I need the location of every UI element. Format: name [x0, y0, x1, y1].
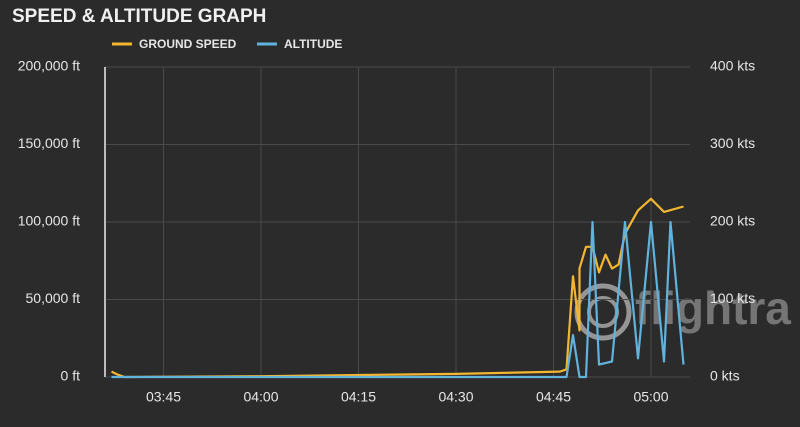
x-tick-label: 05:00 [633, 389, 668, 405]
chart-title: SPEED & ALTITUDE GRAPH [12, 6, 266, 27]
x-tick-label: 04:30 [438, 389, 473, 405]
y2-tick-label: 200 kts [710, 213, 755, 229]
series-line [111, 220, 685, 379]
x-tick-label: 04:45 [536, 389, 571, 405]
y2-tick-label: 100 kts [710, 290, 755, 306]
y-tick-label: 200,000 ft [18, 58, 80, 74]
y2-tick-label: 400 kts [710, 58, 755, 74]
legend-label: ALTITUDE [284, 37, 342, 51]
y-tick-label: 0 ft [61, 368, 81, 384]
x-tick-label: 04:15 [341, 389, 376, 405]
series-line [111, 197, 684, 379]
x-tick-label: 03:45 [146, 389, 181, 405]
y-tick-label: 100,000 ft [18, 213, 80, 229]
y2-tick-label: 300 kts [710, 135, 755, 151]
y-tick-label: 50,000 ft [26, 290, 81, 306]
legend-label: GROUND SPEED [139, 37, 237, 51]
x-tick-label: 04:00 [243, 389, 278, 405]
y2-tick-label: 0 kts [710, 368, 740, 384]
y-tick-label: 150,000 ft [18, 135, 80, 151]
